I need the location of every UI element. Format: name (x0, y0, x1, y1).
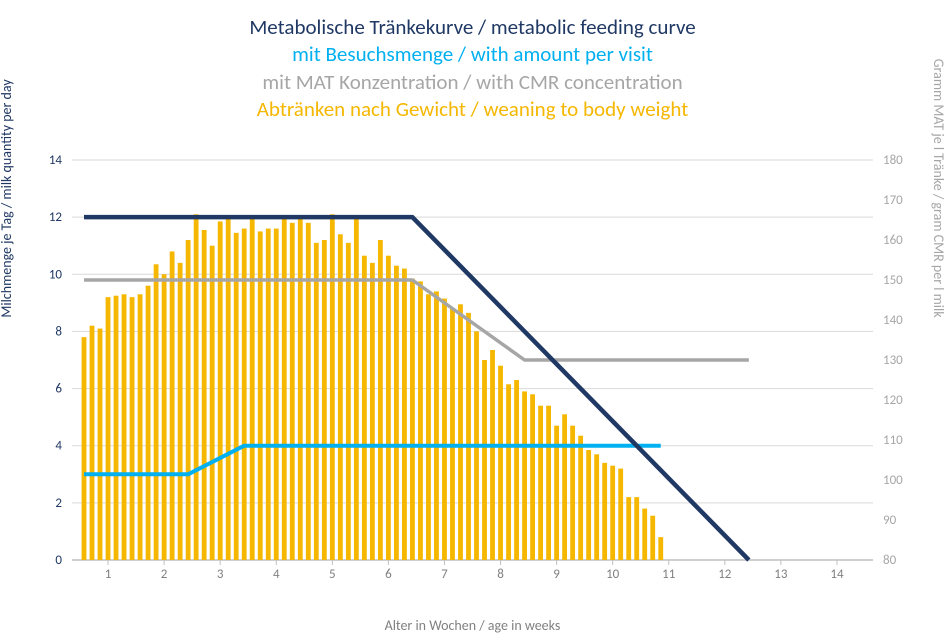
svg-text:13: 13 (774, 567, 788, 582)
svg-text:7: 7 (441, 567, 448, 582)
svg-text:180: 180 (883, 153, 903, 168)
svg-text:150: 150 (883, 273, 903, 288)
svg-text:10: 10 (606, 567, 620, 582)
svg-text:140: 140 (883, 313, 903, 328)
svg-text:130: 130 (883, 353, 903, 368)
title-line-1: Metabolische Tränkekurve / metabolic fee… (0, 14, 945, 41)
svg-text:120: 120 (883, 393, 903, 408)
svg-text:4: 4 (55, 439, 62, 454)
y1-axis-label: Milchmenge je Tag / milk quantity per da… (0, 79, 15, 317)
chart-svg: 1234567891011121314024681012148090100110… (72, 160, 873, 582)
svg-text:160: 160 (883, 233, 903, 248)
chart-titles: Metabolische Tränkekurve / metabolic fee… (0, 14, 945, 123)
svg-text:9: 9 (553, 567, 560, 582)
svg-text:6: 6 (385, 567, 392, 582)
svg-text:0: 0 (55, 553, 62, 568)
svg-text:14: 14 (49, 153, 63, 168)
svg-text:2: 2 (55, 496, 62, 511)
svg-text:1: 1 (105, 567, 112, 582)
svg-text:170: 170 (883, 193, 903, 208)
title-line-4: Abtränken nach Gewicht / weaning to body… (0, 96, 945, 123)
svg-text:14: 14 (830, 567, 844, 582)
svg-text:110: 110 (883, 433, 903, 448)
title-line-3: mit MAT Konzentration / with CMR concent… (0, 69, 945, 96)
svg-text:80: 80 (883, 553, 897, 568)
svg-text:6: 6 (55, 382, 62, 397)
svg-text:90: 90 (883, 513, 897, 528)
x-axis-label: Alter in Wochen / age in weeks (0, 617, 945, 634)
svg-text:10: 10 (49, 267, 63, 282)
svg-text:8: 8 (55, 324, 62, 339)
y2-axis-label: Gramm MAT je l Tränke / gram CMR per l m… (930, 59, 945, 318)
svg-text:5: 5 (329, 567, 336, 582)
svg-text:8: 8 (497, 567, 504, 582)
svg-text:12: 12 (718, 567, 732, 582)
plot-area: 1234567891011121314024681012148090100110… (72, 160, 873, 582)
svg-text:2: 2 (161, 567, 168, 582)
chart-container: Metabolische Tränkekurve / metabolic fee… (0, 0, 945, 642)
svg-text:4: 4 (273, 567, 280, 582)
svg-text:100: 100 (883, 473, 903, 488)
svg-text:3: 3 (217, 567, 224, 582)
title-line-2: mit Besuchsmenge / with amount per visit (0, 41, 945, 68)
svg-text:11: 11 (662, 567, 675, 582)
svg-text:12: 12 (49, 210, 63, 225)
